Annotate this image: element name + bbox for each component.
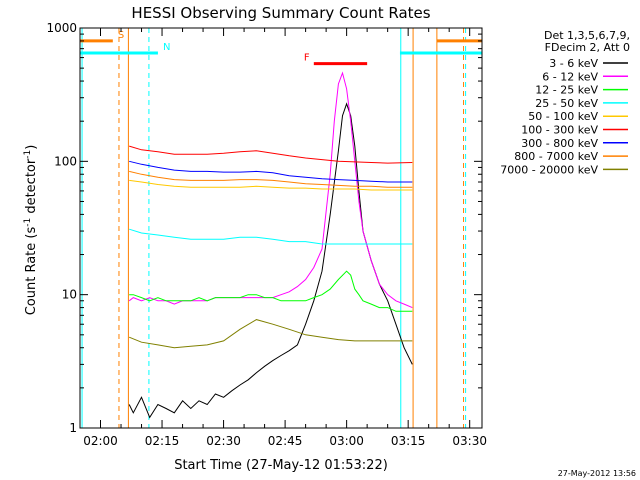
series-line-7 xyxy=(129,170,413,188)
x-tick-label-2: 02:30 xyxy=(206,434,241,448)
series-line-2 xyxy=(129,270,413,312)
legend: Det 1,3,5,6,7,9,FDecim 2, Att 0 3 - 6 keV… xyxy=(500,29,630,176)
y-axis-label-sup1: -1 xyxy=(23,218,33,227)
legend-label-3: 25 - 50 keV xyxy=(535,97,598,110)
x-tick-label-3: 02:45 xyxy=(268,434,303,448)
series-line-8 xyxy=(129,319,413,349)
timestamp: 27-May-2012 13:56 xyxy=(558,469,636,478)
series-line-1 xyxy=(128,71,413,309)
legend-header-1: FDecim 2, Att 0 xyxy=(545,41,630,54)
y-axis-label-main: Count Rate (s xyxy=(24,227,39,316)
legend-label-6: 300 - 800 keV xyxy=(521,137,598,150)
x-tick-label-6: 03:30 xyxy=(452,434,487,448)
legend-label-5: 100 - 300 keV xyxy=(521,124,598,137)
axes-layer: 1 10 100 1000 02:00 02:15 02:30 02:45 03:00 03:15… xyxy=(46,21,487,448)
x-tick-label-5: 03:15 xyxy=(391,434,426,448)
series-line-0 xyxy=(128,102,413,419)
y-axis-label-mid: detector xyxy=(24,158,39,218)
series-line-6 xyxy=(129,160,413,183)
y-tick-label-1: 10 xyxy=(62,288,77,302)
legend-label-1: 6 - 12 keV xyxy=(542,70,598,83)
plot-content: S N F xyxy=(80,28,482,428)
y-axis-label: Count Rate (s-1 detector-1) xyxy=(23,145,39,316)
chart-title: HESSI Observing Summary Count Rates xyxy=(131,4,430,22)
series-line-3 xyxy=(129,228,413,245)
y-tick-label-3: 1000 xyxy=(46,21,77,35)
y-tick-label-0: 1 xyxy=(69,421,77,435)
state-bar-label-n: N xyxy=(163,42,170,53)
series-line-5 xyxy=(129,145,413,164)
plot-frame xyxy=(79,27,483,429)
legend-label-4: 50 - 100 keV xyxy=(528,110,598,123)
legend-label-7: 800 - 7000 keV xyxy=(514,150,598,163)
legend-header-0: Det 1,3,5,6,7,9, xyxy=(544,29,630,42)
state-bar-label-s: S xyxy=(118,30,124,41)
x-tick-label-0: 02:00 xyxy=(83,434,118,448)
legend-label-8: 7000 - 20000 keV xyxy=(500,163,598,176)
x-tick-label-1: 02:15 xyxy=(145,434,180,448)
y-axis-label-end: ) xyxy=(24,145,39,150)
y-tick-label-2: 100 xyxy=(54,154,77,168)
legend-label-0: 3 - 6 keV xyxy=(549,57,598,70)
y-axis-label-sup2: -1 xyxy=(23,150,33,159)
state-bar-label-f: F xyxy=(304,53,310,64)
x-tick-label-4: 03:00 xyxy=(329,434,364,448)
legend-label-2: 12 - 25 keV xyxy=(535,84,598,97)
x-axis-label: Start Time (27-May-12 01:53:22) xyxy=(174,458,388,473)
series-line-4 xyxy=(129,179,413,191)
